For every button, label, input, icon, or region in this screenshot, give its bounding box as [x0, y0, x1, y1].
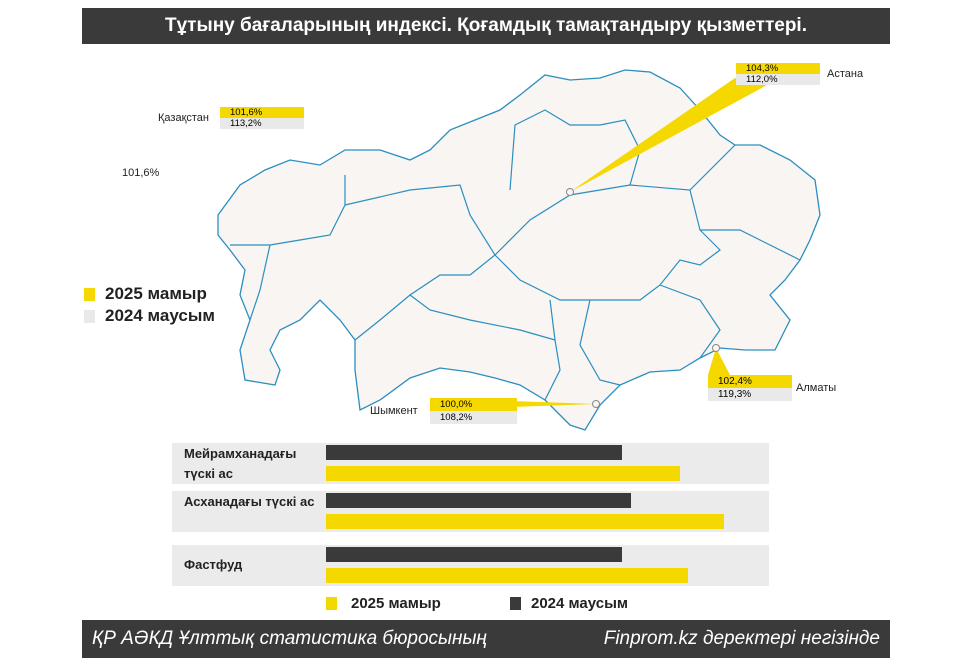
- legend-label: 2025 мамыр: [351, 595, 441, 612]
- kazakhstan-values: 101,6% 113,2%: [220, 107, 304, 129]
- shymkent-values: 100,0% 108,2%: [430, 398, 517, 424]
- map-legend-2024: 2024 маусым: [84, 306, 215, 326]
- bar-2025: [326, 568, 689, 583]
- bar-2024: [326, 547, 623, 562]
- legend-label: 2025 мамыр: [105, 284, 207, 303]
- city-name: Астана: [827, 68, 864, 80]
- stray-label: 101,6%: [122, 167, 160, 179]
- bar-row: Асханадағы түскі ас: [172, 491, 769, 532]
- source-left: ҚР АӘКД Ұлттық статистика бюросының: [92, 628, 487, 649]
- city-name: Алматы: [796, 382, 837, 394]
- almaty-pointer: [708, 348, 730, 375]
- value-2024: 113,2%: [220, 118, 304, 129]
- almaty-marker: [712, 344, 720, 352]
- bar-category-label: Фастфуд: [184, 557, 243, 572]
- region-borders: [230, 109, 801, 401]
- bar-2025: [326, 466, 680, 481]
- legend-swatch: [510, 597, 521, 610]
- country-outline: [217, 69, 821, 431]
- bar-2024: [326, 493, 631, 508]
- kazakhstan-map: [217, 69, 821, 431]
- bar-row: Мейрамханадағы түскі ас: [172, 443, 769, 484]
- value-2024: 119,3%: [708, 388, 792, 401]
- city-name: Қазақстан: [158, 112, 209, 124]
- footer: ҚР АӘКД Ұлттық статистика бюросының Finp…: [82, 620, 890, 658]
- almaty-values: 102,4% 119,3%: [708, 375, 792, 401]
- legend-swatch: [84, 309, 95, 323]
- astana-marker: [566, 188, 574, 196]
- astana-values: 104,3% 112,0%: [736, 63, 820, 85]
- value-2025: 101,6%: [220, 107, 304, 118]
- bar-2024: [326, 445, 623, 460]
- page-title: Тұтыну бағаларының индексі. Қоғамдық там…: [82, 8, 890, 44]
- source-right: Finprom.kz деректері негізінде: [603, 628, 880, 649]
- bar-category-label: Асханадағы түскі ас: [184, 494, 315, 509]
- legend-label: 2024 маусым: [531, 595, 628, 612]
- value-2025: 100,0%: [430, 398, 517, 411]
- chart-legend-2024: 2024 маусым: [510, 595, 628, 612]
- city-name: Шымкент: [370, 405, 418, 417]
- value-2024: 112,0%: [736, 74, 820, 85]
- bar-category-label: Мейрамханадағы түскі ас: [184, 446, 297, 481]
- legend-label: 2024 маусым: [105, 306, 215, 325]
- chart-legend-2025: 2025 мамыр: [326, 595, 441, 612]
- bar-2025: [326, 514, 724, 529]
- map-legend-2025: 2025 мамыр: [84, 284, 207, 304]
- value-2025: 104,3%: [736, 63, 820, 74]
- bar-row: Фастфуд: [172, 545, 769, 586]
- legend-swatch: [326, 597, 337, 610]
- shymkent-marker: [592, 400, 600, 408]
- value-2025: 102,4%: [708, 375, 792, 388]
- astana-pointer: [570, 78, 780, 192]
- legend-swatch: [84, 287, 95, 301]
- value-2024: 108,2%: [430, 411, 517, 424]
